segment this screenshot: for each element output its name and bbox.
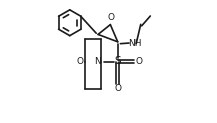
Text: S: S — [114, 56, 121, 67]
Text: NH: NH — [128, 38, 141, 48]
Text: O: O — [76, 57, 83, 66]
Text: N: N — [94, 57, 101, 66]
Text: O: O — [107, 13, 114, 22]
Text: O: O — [114, 84, 121, 93]
Text: O: O — [135, 57, 143, 66]
